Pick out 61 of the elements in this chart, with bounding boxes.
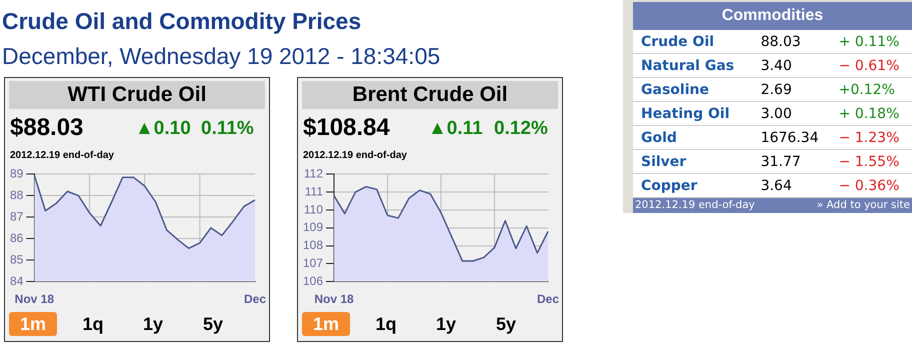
x-tick-label: Dec [244, 292, 266, 306]
text: 31.77 [752, 150, 831, 174]
x-tick-label: Dec [536, 292, 560, 306]
y-tick-label: 110 [304, 202, 324, 216]
text: $108.84 [303, 114, 390, 142]
y-tick-label: 85 [10, 252, 24, 266]
y-tick-label: 88 [10, 188, 24, 202]
chart-title: Brent Crude Oil [302, 81, 558, 109]
text: 1y [434, 313, 458, 336]
text: 0.11% [201, 118, 254, 140]
y-tick-label: 111 [304, 184, 324, 198]
y-tick-label: 109 [302, 220, 324, 234]
text: Gasoline [633, 78, 753, 102]
y-tick-label: 89 [10, 166, 24, 181]
text: 88.03 [752, 30, 831, 54]
text: Commodities [633, 2, 912, 30]
text: 3.00 [752, 102, 831, 126]
text: 3.40 [752, 54, 831, 78]
text: 2012.12.19 end-of-day [303, 150, 407, 161]
text: + 0.11% [830, 30, 912, 54]
text: 5y [494, 313, 518, 336]
y-tick-label: 106 [302, 274, 324, 288]
text: 2.69 [752, 78, 831, 102]
chart-title: WTI Crude Oil [9, 81, 265, 109]
text: 5y [202, 313, 224, 336]
y-tick-label: 112 [304, 166, 324, 181]
y-tick-label: 87 [10, 209, 24, 224]
text: Gold [633, 126, 753, 150]
text: 2012.12.19 end-of-day [635, 199, 755, 211]
text: ▲0.10 [135, 118, 191, 140]
text: 0.12% [494, 118, 548, 140]
text: 1m [9, 312, 57, 336]
text: 1y [142, 313, 164, 336]
text: +0.12% [830, 78, 912, 102]
text: Natural Gas [633, 54, 753, 78]
text: 2012.12.19 end-of-day [10, 150, 114, 161]
text: + 0.18% [830, 102, 912, 126]
y-tick-label: 108 [302, 238, 324, 252]
text: Crude Oil and Commodity Prices [2, 8, 362, 35]
text: Heating Oil [633, 102, 753, 126]
y-tick-label: 86 [10, 230, 24, 245]
text: 1m [302, 312, 350, 336]
text: Copper [633, 174, 753, 198]
text: December, Wednesday 19 2012 - 18:34:05 [2, 43, 440, 70]
text: Crude Oil [633, 30, 753, 54]
text: − 0.36% [830, 174, 912, 198]
text: − 1.23% [830, 126, 912, 150]
y-tick-label: 107 [302, 256, 324, 270]
text: − 1.55% [830, 150, 912, 174]
text: 1q [374, 313, 398, 336]
text: 3.64 [752, 174, 831, 198]
text: 1q [81, 313, 104, 336]
text: 1676.34 [752, 126, 831, 150]
x-tick-label: Nov 18 [314, 292, 354, 306]
y-tick-label: 84 [10, 274, 24, 288]
text: ▲0.11 [428, 118, 483, 140]
text: Silver [633, 150, 753, 174]
text: − 0.61% [830, 54, 912, 78]
text: » Add to your site [816, 198, 910, 213]
x-tick-label: Nov 18 [14, 292, 54, 306]
text: $88.03 [10, 114, 84, 142]
